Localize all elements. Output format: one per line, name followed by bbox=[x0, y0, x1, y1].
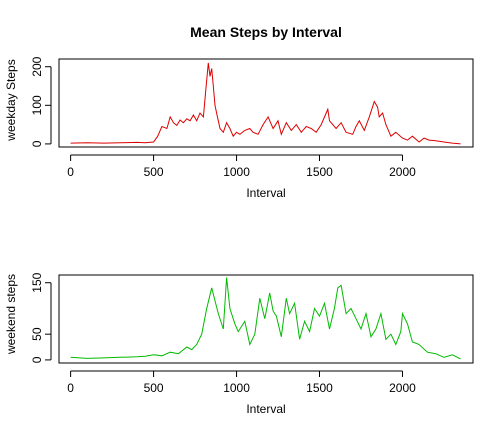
weekday-x-tick-label: 2000 bbox=[389, 165, 416, 179]
weekday-y-axis-label: weekday Steps bbox=[4, 59, 18, 141]
weekday-plot-frame bbox=[58, 58, 474, 148]
weekend-series-line bbox=[70, 277, 461, 360]
weekday-x-tick-label: 0 bbox=[67, 165, 74, 179]
weekday-series-line bbox=[70, 62, 461, 145]
weekend-x-tick-label: 1500 bbox=[306, 381, 333, 395]
weekend-x-tick-label: 500 bbox=[144, 381, 164, 395]
chart-title: Mean Steps by Interval bbox=[190, 24, 342, 40]
weekday-y-tick-label: 200 bbox=[30, 56, 44, 76]
weekday-x-tick-label: 1000 bbox=[223, 165, 250, 179]
weekday-x-tick-label: 1500 bbox=[306, 165, 333, 179]
weekend-y-tick-label: 50 bbox=[30, 327, 44, 341]
weekday-panel: 0 500 1000 1500 2000 0 100 200 Interval weekday… bbox=[4, 56, 474, 200]
weekend-y-tick-label: 0 bbox=[30, 356, 44, 363]
weekend-axis-ticks: 0 500 1000 1500 2000 0 50 150 bbox=[30, 272, 416, 395]
weekday-x-axis-label: Interval bbox=[246, 186, 285, 200]
weekend-panel: 0 500 1000 1500 2000 0 50 150 Interval weekend … bbox=[4, 272, 474, 416]
weekend-x-axis-label: Interval bbox=[246, 402, 285, 416]
weekend-x-tick-label: 1000 bbox=[223, 381, 250, 395]
weekend-x-tick-label: 0 bbox=[67, 381, 74, 395]
weekday-x-tick-label: 500 bbox=[144, 165, 164, 179]
weekend-x-tick-label: 2000 bbox=[389, 381, 416, 395]
weekend-y-axis-label: weekend steps bbox=[4, 274, 18, 355]
weekend-plot-frame bbox=[58, 274, 474, 364]
weekday-axis-ticks: 0 500 1000 1500 2000 0 100 200 bbox=[30, 56, 416, 179]
weekday-y-tick-label: 100 bbox=[30, 95, 44, 115]
weekday-y-tick-label: 0 bbox=[30, 140, 44, 147]
weekend-y-tick-label: 150 bbox=[30, 272, 44, 292]
